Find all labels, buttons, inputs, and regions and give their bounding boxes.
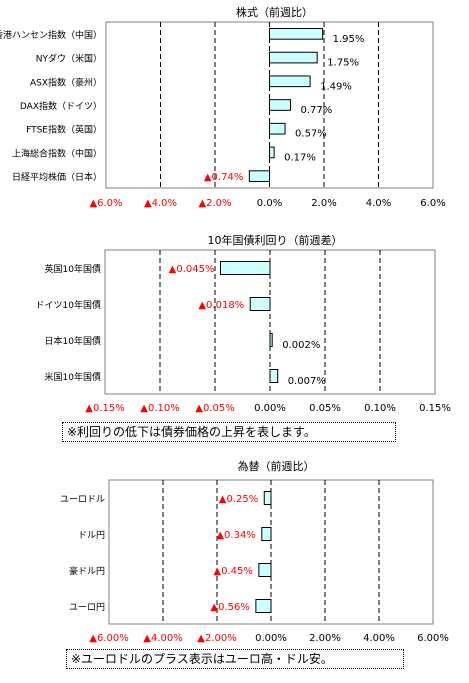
bonds-bar — [269, 333, 273, 347]
bonds-category-label: 米国10年国債 — [45, 371, 101, 383]
fx-bar — [261, 527, 272, 541]
fx-category-label: ドル円 — [78, 530, 105, 541]
stocks-category-label: DAX指数（ドイツ） — [20, 100, 102, 112]
stocks-data-label: 0.57% — [295, 129, 327, 140]
bonds-x-tick-label: 0.00% — [254, 403, 286, 414]
stocks-data-label: ▲0.74% — [204, 172, 243, 183]
fx-x-tick-label: 2.00% — [309, 633, 341, 644]
bonds-data-label: 0.002% — [282, 340, 320, 351]
bonds-category-label: 英国10年国債 — [45, 263, 101, 275]
fx-data-label: ▲0.45% — [213, 566, 252, 577]
bonds-data-label: 0.007% — [288, 376, 326, 387]
stocks-bar — [269, 99, 291, 111]
bond-note: ※利回りの低下は債券価格の上昇を表します。 — [62, 422, 396, 442]
stocks-bar — [269, 146, 275, 159]
fx-data-label: ▲0.25% — [219, 494, 258, 505]
fx-x-tick-label: 0.00% — [255, 633, 287, 644]
fx-bar — [258, 563, 272, 577]
stocks-bar — [269, 122, 286, 135]
bonds-x-tick-label: ▲0.05% — [195, 403, 234, 414]
bonds-x-tick-label: ▲0.10% — [140, 403, 179, 414]
stocks-data-label: 1.75% — [327, 58, 359, 69]
fx-x-tick-label: ▲6.00% — [89, 633, 128, 644]
bonds-category-label: ドイツ10年国債 — [36, 299, 101, 311]
stocks-x-tick-label: 0.0% — [257, 198, 282, 209]
fx-chart-title: 為替（前週比） — [238, 459, 315, 473]
stocks-data-label: 0.17% — [284, 152, 316, 163]
stocks-category-label: 上海総合指数（中国） — [12, 147, 102, 159]
fx-x-tick-label: ▲2.00% — [197, 633, 236, 644]
bonds-x-tick-label: 0.05% — [309, 403, 341, 414]
bonds-x-tick-label: 0.15% — [419, 403, 451, 414]
stocks-data-label: 0.77% — [300, 105, 332, 116]
stocks-data-label: 1.95% — [333, 34, 365, 45]
bonds-data-label: ▲0.018% — [198, 300, 244, 311]
fx-category-label: ユーロドル — [60, 495, 105, 505]
fx-x-tick-label: 4.00% — [363, 633, 395, 644]
stocks-category-label: NYダウ（米国） — [36, 53, 102, 65]
stocks-category-label: 香港ハンセン指数（中国） — [0, 29, 102, 41]
stocks-x-tick-label: ▲6.0% — [89, 198, 122, 209]
stocks-chart-title: 株式（前週比） — [236, 5, 313, 19]
stocks-bar — [269, 51, 318, 64]
bonds-bar — [249, 297, 271, 311]
stocks-x-tick-label: 6.0% — [420, 198, 445, 209]
stocks-x-tick-label: 2.0% — [311, 198, 336, 209]
stocks-category-label: ASX指数（豪州） — [30, 76, 102, 88]
fx-bar — [255, 599, 272, 613]
fx-x-tick-label: ▲4.00% — [143, 633, 182, 644]
fx-category-label: ユーロ円 — [69, 602, 105, 613]
bonds-x-tick-label: ▲0.15% — [85, 403, 124, 414]
bonds-chart-title: 10年国債利回り（前週差） — [208, 233, 343, 247]
stocks-bar — [269, 28, 324, 40]
fx-data-label: ▲0.34% — [216, 530, 255, 541]
stocks-x-tick-label: ▲4.0% — [144, 198, 177, 209]
bonds-bar — [220, 261, 271, 275]
fx-category-label: 豪ドル円 — [69, 565, 105, 577]
stocks-category-label: 日経平均株価（日本） — [12, 171, 102, 183]
fx-x-tick-label: 6.00% — [417, 633, 449, 644]
stocks-x-tick-label: 4.0% — [366, 198, 391, 209]
stocks-bar — [269, 75, 311, 88]
bonds-bar — [269, 369, 279, 383]
bonds-x-tick-label: 0.10% — [364, 403, 396, 414]
fx-note: ※ユーロドルのプラス表示はユーロ高・ドル安。 — [66, 649, 404, 669]
stocks-data-label: 1.49% — [320, 81, 352, 92]
bonds-category-label: 日本10年国債 — [45, 335, 101, 347]
stocks-x-tick-label: ▲2.0% — [198, 198, 231, 209]
stocks-category-label: FTSE指数（英国） — [26, 124, 102, 136]
fx-bar — [263, 491, 272, 505]
fx-data-label: ▲0.56% — [210, 602, 249, 613]
bonds-data-label: ▲0.045% — [169, 264, 215, 275]
stocks-bar — [248, 170, 271, 182]
